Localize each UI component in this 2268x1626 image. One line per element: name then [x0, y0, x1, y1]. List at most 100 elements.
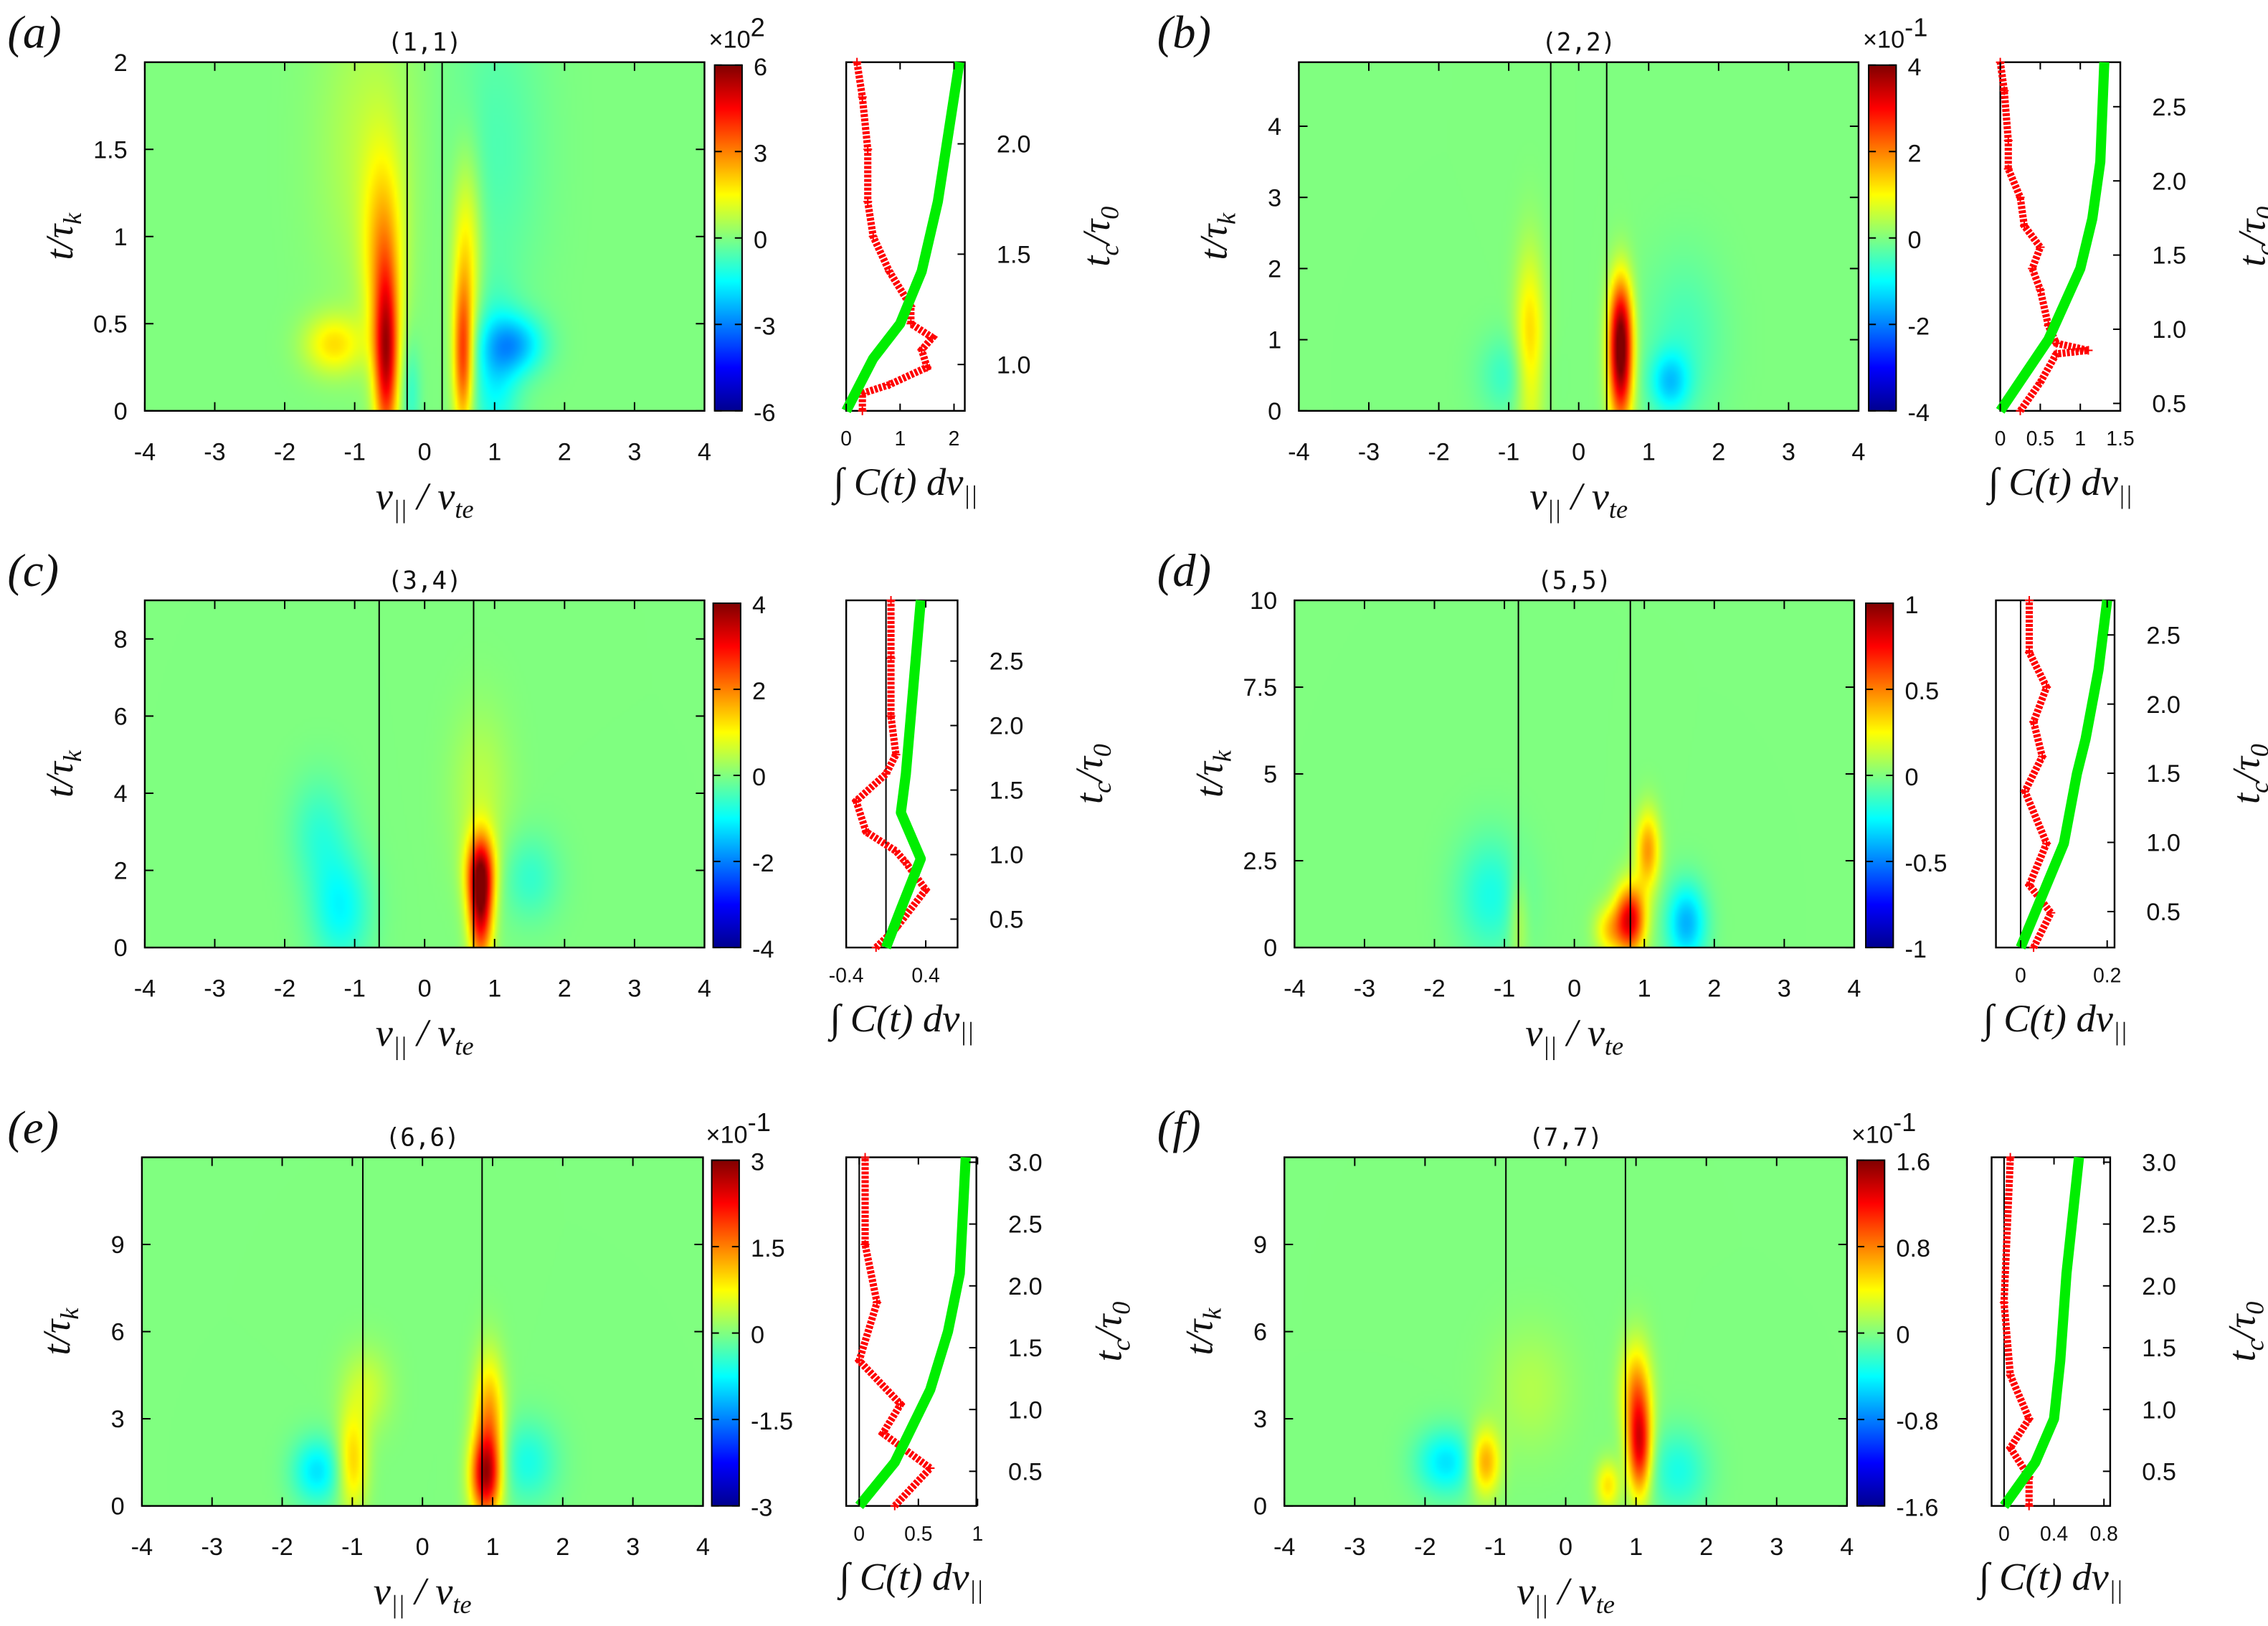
y-tick-label: 3	[111, 1406, 125, 1433]
colorbar-tick-label: -6	[754, 400, 775, 427]
colorbar-tick-label: -1.5	[751, 1408, 793, 1435]
x-tick-label: -3	[201, 1533, 222, 1561]
red-series-point	[890, 1501, 899, 1511]
colorbar-tick-label: 0	[751, 1322, 764, 1349]
text-span: t	[2230, 255, 2268, 267]
text-span: / v	[1557, 1011, 1605, 1054]
x-tick-label: -2	[271, 1533, 293, 1561]
x-tick-label: 2	[556, 1533, 569, 1561]
x-tick-label: -3	[204, 975, 225, 1003]
red-series-point	[2024, 648, 2034, 657]
x-tick-label: 3	[1770, 1533, 1783, 1561]
colorbar-tick-label: -4	[1908, 400, 1930, 427]
heatmap-image	[144, 600, 705, 948]
x-axis-label: v|| / vte	[1529, 474, 1628, 524]
text-span: te	[1609, 495, 1628, 524]
colorbar-tick-label: -3	[754, 313, 775, 340]
colorbar-tick-label: 3	[754, 140, 767, 167]
x-tick-label: 3	[627, 438, 641, 465]
text-span: t	[2224, 792, 2268, 804]
colorbar-tick-label: -2	[1908, 313, 1930, 340]
x-axis-label: v|| / vte	[376, 474, 474, 524]
y-tick-label: 0	[1263, 935, 1277, 962]
red-series-point	[2028, 264, 2037, 273]
red-series-point	[861, 827, 870, 836]
y-tick-label: 10	[1250, 587, 1277, 615]
colorbar-tick-label: 0	[1908, 227, 1922, 254]
x-tick-label: 3	[1782, 438, 1795, 465]
side-x-axis-label: ∫ C(t) dv||	[837, 1555, 983, 1604]
colorbar-tick-label: -1.6	[1896, 1495, 1938, 1522]
text-span: te	[452, 1590, 471, 1619]
right-tick-label: 1.5	[2152, 242, 2186, 270]
panel-label: (f)	[1157, 1101, 1201, 1153]
text-span: t/τ	[37, 760, 81, 798]
red-series-point	[886, 712, 896, 721]
red-series-point	[863, 145, 873, 154]
text-span: /τ	[1086, 1313, 1129, 1341]
y-tick-label: 4	[1268, 113, 1281, 141]
right-tick-label: 2.5	[1008, 1211, 1043, 1239]
text-span: c	[2245, 782, 2268, 793]
red-series-point	[860, 1239, 870, 1249]
right-tick-label: 2.0	[2152, 168, 2186, 195]
red-series-point	[928, 333, 937, 342]
red-series-point	[917, 345, 926, 354]
y-tick-label: 5	[1263, 761, 1277, 788]
x-tick-label: 2	[558, 438, 571, 465]
panel-label: (b)	[1157, 6, 1211, 58]
text-span: c	[2251, 245, 2268, 256]
x-tick-label: 4	[698, 438, 711, 465]
heatmap-image	[1299, 62, 1859, 411]
side-x-tick-label: 0.5	[904, 1522, 932, 1545]
red-series-point	[868, 232, 878, 241]
side-x-tick-label: 1	[2074, 427, 2086, 450]
text-span: 0	[2245, 744, 2268, 757]
right-tick-label: 1.0	[2146, 830, 2181, 857]
right-tick-label: 1.0	[1008, 1396, 1043, 1424]
colorbar-tick-label: 2	[752, 678, 766, 705]
right-tick-label: 2.0	[2142, 1273, 2176, 1300]
red-series-point	[2051, 339, 2061, 348]
right-tick-label: 3.0	[1008, 1150, 1043, 1177]
text-span: ×10	[1851, 1121, 1893, 1148]
side-x-tick-label: 0	[2015, 963, 2026, 986]
y-tick-label: 6	[1253, 1319, 1267, 1346]
side-x-tick-label: 1.5	[2106, 427, 2134, 450]
text-span: /τ	[1074, 217, 1118, 246]
colorbar-exponent: ×10-1	[1851, 1107, 1916, 1148]
red-series-point	[891, 846, 901, 856]
right-tick-label: 1.0	[2142, 1396, 2176, 1424]
red-series-point	[926, 1463, 935, 1473]
y-tick-label: 1	[114, 224, 128, 251]
y-tick-label: 0.5	[93, 311, 128, 338]
panel-title: (7,7)	[1529, 1123, 1603, 1152]
x-tick-label: 4	[698, 975, 711, 1003]
side-x-tick-label: 0	[1998, 1522, 2010, 1545]
red-series-point	[2038, 752, 2047, 761]
text-span: /τ	[1067, 755, 1111, 784]
x-tick-label: -4	[131, 1533, 153, 1561]
text-span: 0	[1106, 1302, 1135, 1315]
y-tick-label: 0	[114, 398, 128, 425]
heatmap-image	[1294, 600, 1854, 948]
text-span: t/τ	[1187, 760, 1231, 798]
x-tick-label: -2	[274, 438, 295, 465]
y-tick-label: 1	[1268, 327, 1281, 354]
red-series-point	[2000, 86, 2009, 95]
red-series-point	[885, 267, 894, 276]
panel-title: (1,1)	[388, 29, 462, 57]
y-tick-label: 6	[114, 703, 128, 730]
right-tick-label: 1.0	[2152, 316, 2186, 344]
y-tick-label: 2	[1268, 256, 1281, 283]
text-span: k	[1198, 1308, 1227, 1320]
side-plot-frame	[1995, 599, 2116, 949]
text-span: ||	[391, 1590, 405, 1619]
side-x-axis-label: ∫ C(t) dv||	[1986, 460, 2132, 509]
y-tick-label: 9	[111, 1232, 125, 1259]
text-span: /τ	[2230, 217, 2268, 246]
side-x-tick-label: 1	[972, 1522, 983, 1545]
text-span: t/τ	[37, 222, 81, 260]
